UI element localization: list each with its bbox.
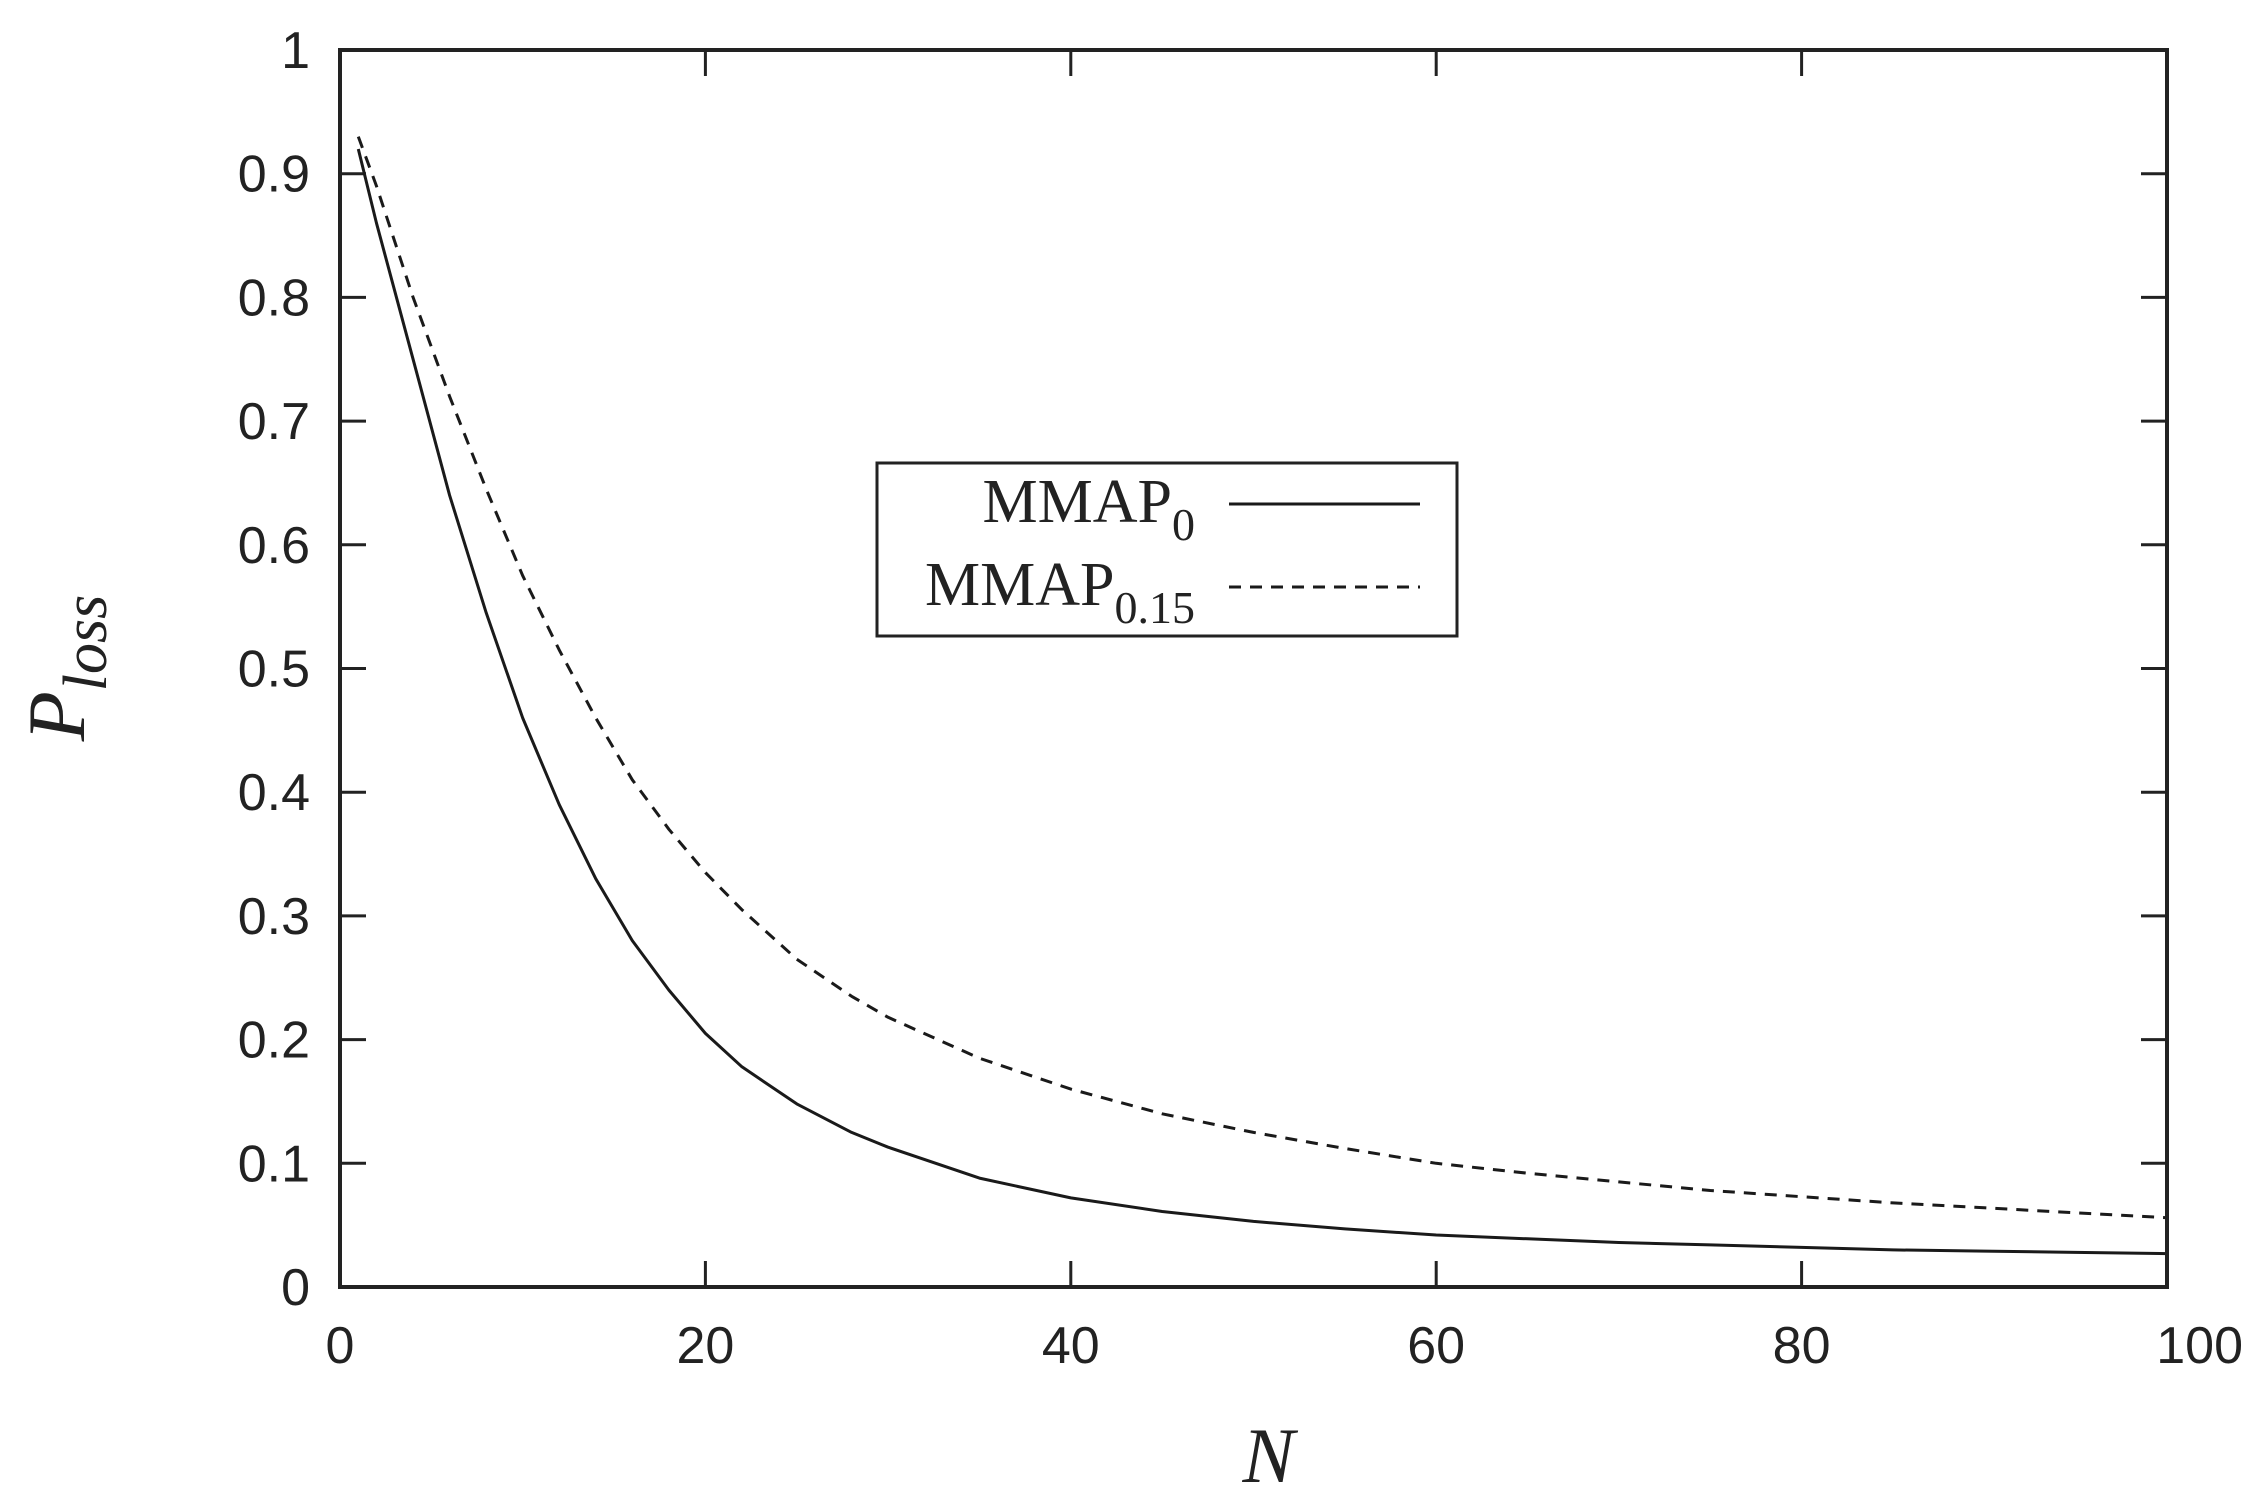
legend-label-0-base: MMAP (982, 468, 1172, 536)
y-tick-label: 0.4 (238, 764, 310, 822)
y-tick-label: 0.6 (238, 517, 310, 575)
y-tick-label: 0.2 (238, 1012, 310, 1070)
x-axis-title: N (1241, 1412, 1298, 1499)
series-line-mmap-0 (356, 148, 2168, 1256)
legend-label-1-sub: 0.15 (1115, 582, 1196, 633)
y-axis-title-sub: loss (52, 595, 120, 691)
y-axis-title-base: P (11, 691, 102, 742)
legend-label-1-base: MMAP (925, 551, 1115, 619)
x-tick-label: 20 (676, 1317, 734, 1375)
y-tick-label: 0 (281, 1259, 310, 1317)
x-tick-label: 0 (326, 1317, 355, 1375)
y-tick-label: 0.1 (238, 1135, 310, 1193)
y-tick-label: 0.7 (238, 393, 310, 451)
y-tick-label: 0.9 (238, 146, 310, 204)
legend-label-mmap-0-15: MMAP0.15 (925, 551, 1195, 633)
x-tick-label: 60 (1407, 1317, 1465, 1375)
x-tick-label: 40 (1042, 1317, 1100, 1375)
y-tick-label: 1 (281, 22, 310, 80)
legend: MMAP0 MMAP0.15 (875, 461, 1459, 638)
legend-box (875, 461, 1459, 638)
y-tick-label: 0.8 (238, 269, 310, 327)
x-tick-label: 80 (1773, 1317, 1831, 1375)
y-tick-label: 0.3 (238, 888, 310, 946)
y-axis-title: Ploss (11, 595, 120, 743)
y-tick-label: 0.5 (238, 641, 310, 699)
series-line-mmap-0-15 (356, 136, 2168, 1220)
series-lines (356, 136, 2168, 1256)
tick-labels: 0 20 40 60 80 100 0 0.1 0.2 0.3 0.4 0.5 0.6 0.7 0.8 0.9… (238, 22, 2243, 1375)
legend-label-mmap-0: MMAP0 (982, 468, 1195, 550)
legend-label-0-sub: 0 (1172, 499, 1195, 550)
plot-frame (338, 48, 2169, 1289)
x-tick-label: 100 (2156, 1317, 2243, 1375)
